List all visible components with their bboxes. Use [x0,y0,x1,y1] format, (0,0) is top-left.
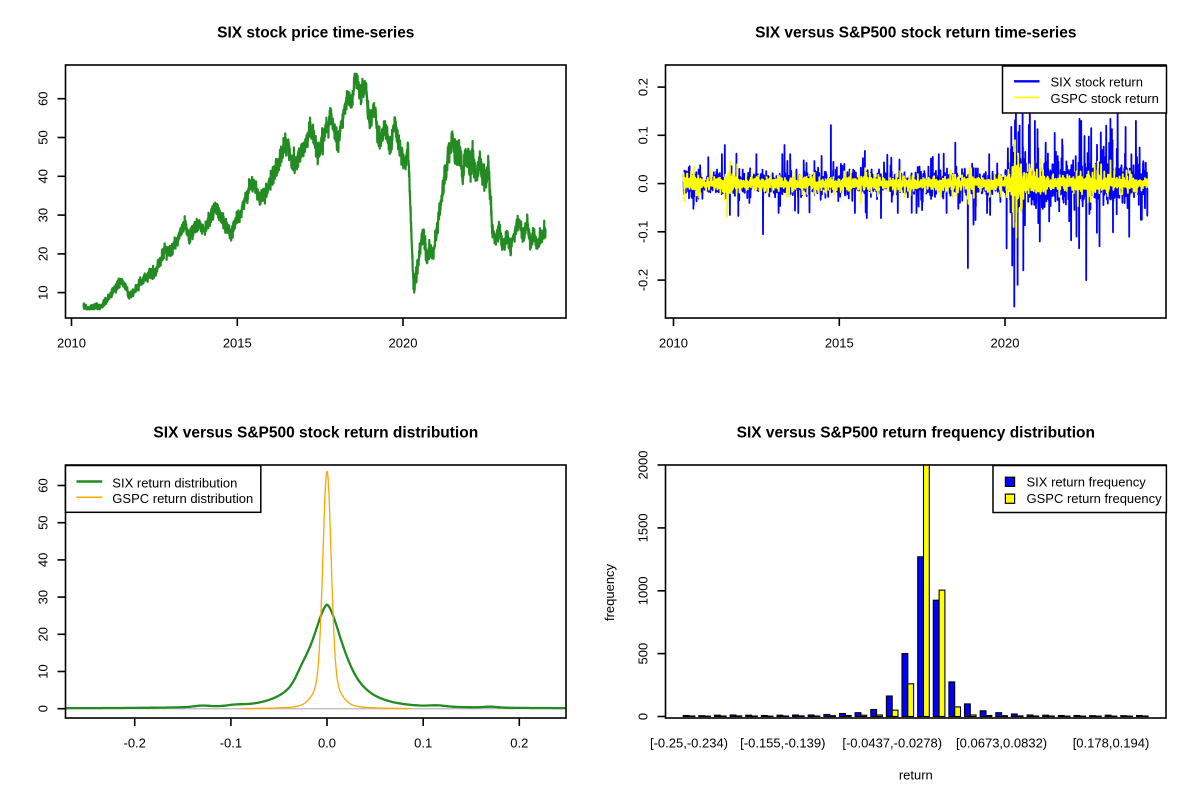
svg-text:0.1: 0.1 [414,736,432,751]
svg-text:10: 10 [36,285,51,299]
svg-text:SIX stock price time-series: SIX stock price time-series [217,25,414,42]
svg-text:2020: 2020 [389,336,418,351]
svg-text:SIX return frequency: SIX return frequency [1027,474,1147,489]
svg-text:[-0.155,-0.139): [-0.155,-0.139) [740,736,825,751]
svg-text:frequency: frequency [602,563,617,621]
svg-text:20: 20 [36,627,51,641]
svg-text:-0.1: -0.1 [220,736,242,751]
svg-text:1500: 1500 [636,513,651,542]
svg-text:SIX versus S&P500 stock return: SIX versus S&P500 stock return distribut… [153,425,478,442]
svg-text:0: 0 [36,705,51,712]
svg-text:return: return [899,768,933,783]
svg-text:2010: 2010 [57,336,86,351]
svg-text:10: 10 [36,664,51,678]
svg-text:GSPC return frequency: GSPC return frequency [1027,491,1163,506]
svg-text:30: 30 [36,590,51,604]
svg-text:GSPC return distribution: GSPC return distribution [112,491,253,506]
svg-text:0.2: 0.2 [510,736,528,751]
svg-text:-0.2: -0.2 [123,736,145,751]
svg-text:SIX return distribution: SIX return distribution [112,476,237,491]
svg-text:SIX versus S&P500 return frequ: SIX versus S&P500 return frequency distr… [737,425,1095,442]
svg-text:[-0.25,-0.234): [-0.25,-0.234) [650,736,728,751]
svg-text:60: 60 [36,478,51,492]
svg-text:0.0: 0.0 [318,736,336,751]
svg-text:50: 50 [36,130,51,144]
svg-text:SIX versus S&P500 stock return: SIX versus S&P500 stock return time-seri… [755,25,1076,42]
svg-text:500: 500 [636,643,651,665]
svg-text:[0.0673,0.0832): [0.0673,0.0832) [956,736,1047,751]
svg-text:30: 30 [36,208,51,222]
svg-text:[-0.0437,-0.0278): [-0.0437,-0.0278) [842,736,942,751]
svg-text:60: 60 [36,91,51,105]
svg-text:2000: 2000 [636,451,651,480]
svg-text:20: 20 [36,247,51,261]
svg-text:40: 40 [36,169,51,183]
svg-text:1000: 1000 [636,576,651,605]
svg-text:2020: 2020 [991,336,1020,351]
svg-text:40: 40 [36,553,51,567]
svg-text:-0.2: -0.2 [636,269,651,291]
svg-text:0.2: 0.2 [636,78,651,96]
svg-text:0.0: 0.0 [636,175,651,193]
svg-text:SIX stock return: SIX stock return [1051,75,1143,90]
svg-text:0.1: 0.1 [636,126,651,144]
svg-text:-0.1: -0.1 [636,221,651,243]
svg-text:GSPC stock return: GSPC stock return [1051,91,1159,106]
svg-text:50: 50 [36,515,51,529]
svg-text:0: 0 [636,713,651,720]
svg-text:[0.178,0.194): [0.178,0.194) [1073,736,1150,751]
svg-text:2015: 2015 [223,336,252,351]
svg-text:2010: 2010 [659,336,688,351]
svg-text:2015: 2015 [825,336,854,351]
